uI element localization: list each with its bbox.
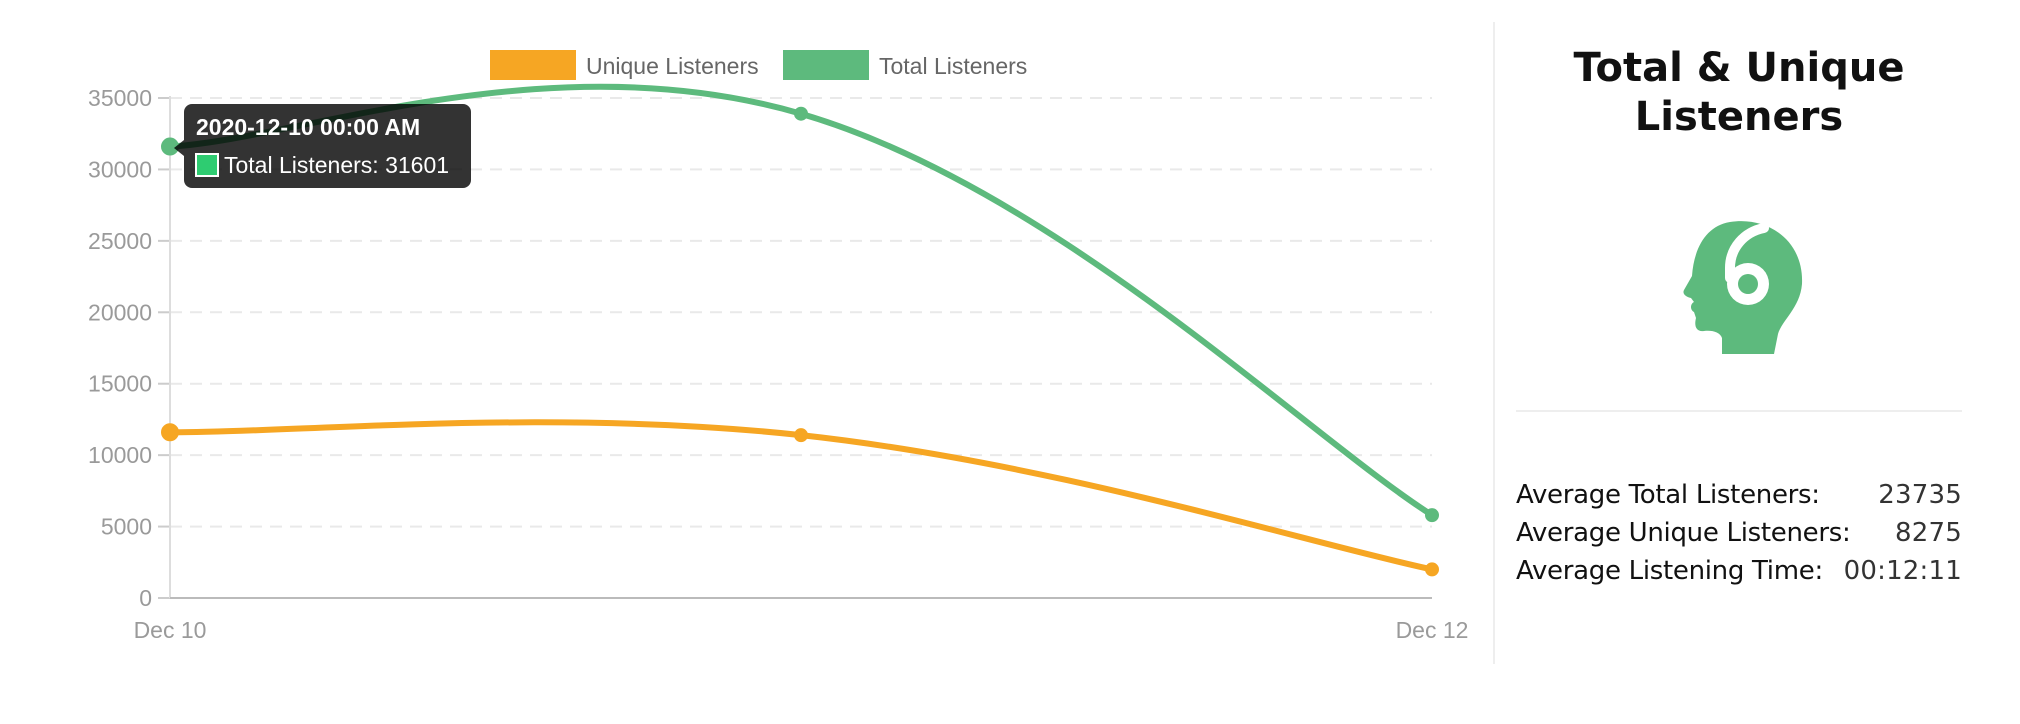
x-tick-label: Dec 10 — [134, 617, 207, 643]
legend-item-unique-listeners[interactable]: Unique Listeners — [490, 50, 759, 80]
tooltip-line: Total Listeners: 31601 — [224, 152, 449, 178]
tooltip-caret — [174, 140, 184, 156]
legend-item-total-listeners[interactable]: Total Listeners — [783, 50, 1027, 80]
y-tick-label: 25000 — [88, 228, 152, 254]
y-tick-label: 30000 — [88, 156, 152, 182]
y-tick-label: 0 — [139, 585, 152, 611]
stat-value: 00:12:11 — [1843, 556, 1962, 586]
stat-value: 23735 — [1878, 480, 1962, 510]
headphones-head-icon — [1683, 221, 1803, 354]
panel-title: Total & Unique Listeners — [1516, 44, 1962, 142]
y-tick-label: 15000 — [88, 371, 152, 397]
legend-swatch — [490, 50, 576, 80]
summary-panel: Total & Unique Listeners Average Total L… — [1516, 0, 1962, 724]
stat-row-total: Average Total Listeners: 23735 — [1516, 476, 1962, 514]
axes — [169, 96, 1432, 599]
data-point-total-listeners — [161, 137, 179, 156]
tooltip-swatch — [195, 153, 219, 177]
y-tick-label: 5000 — [101, 514, 152, 540]
stats-list: Average Total Listeners: 23735 Average U… — [1516, 476, 1962, 590]
tooltip-title: 2020-12-10 00:00 AM — [196, 114, 420, 140]
y-tick-label: 35000 — [88, 85, 152, 111]
stat-label: Average Total Listeners: — [1516, 480, 1820, 510]
tooltip-box — [184, 104, 471, 188]
stat-label: Average Listening Time: — [1516, 556, 1823, 586]
stat-row-unique: Average Unique Listeners: 8275 — [1516, 514, 1962, 552]
data-point-total-listeners — [794, 106, 808, 121]
legend-label: Total Listeners — [879, 53, 1027, 79]
listeners-line-chart: 0 5000 10000 15000 20000 25000 30000 35000 Dec … — [88, 50, 1469, 643]
panel-divider — [1493, 22, 1495, 664]
stat-label: Average Unique Listeners: — [1516, 518, 1851, 548]
legend-label: Unique Listeners — [586, 53, 759, 79]
stat-value: 8275 — [1895, 518, 1962, 548]
data-point-unique-listeners — [161, 423, 179, 442]
tooltip: 2020-12-10 00:00 AM Total Listeners: 3160… — [174, 104, 471, 188]
panel-title-line2: Listeners — [1634, 94, 1844, 140]
y-axis-ticks: 0 5000 10000 15000 20000 25000 30000 35000 — [88, 85, 170, 611]
data-point-total-listeners — [1425, 508, 1439, 523]
panel-separator — [1516, 410, 1962, 412]
legend[interactable]: Unique Listeners Total Listeners — [490, 50, 1027, 80]
x-axis-ticks: Dec 10 Dec 12 — [134, 617, 1469, 643]
data-point-unique-listeners — [794, 428, 808, 443]
x-tick-label: Dec 12 — [1396, 617, 1469, 643]
panel-title-line1: Total & Unique — [1573, 45, 1905, 91]
stat-row-time: Average Listening Time: 00:12:11 — [1516, 552, 1962, 590]
legend-swatch — [783, 50, 869, 80]
y-tick-label: 10000 — [88, 442, 152, 468]
y-tick-label: 20000 — [88, 299, 152, 325]
data-point-unique-listeners — [1425, 562, 1439, 577]
series-line-unique-listeners — [167, 419, 1435, 573]
